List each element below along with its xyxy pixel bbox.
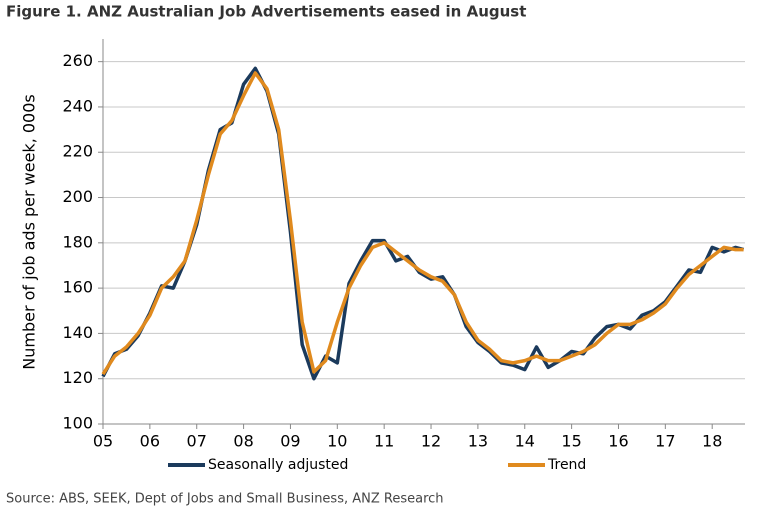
y-tick-label: 120 xyxy=(62,368,93,387)
y-tick-label: 200 xyxy=(62,187,93,206)
x-tick-label: 14 xyxy=(515,432,535,451)
x-tick-label: 08 xyxy=(233,432,253,451)
legend-label: Trend xyxy=(547,457,586,473)
y-tick-label: 240 xyxy=(62,96,93,115)
source-note: Source: ABS, SEEK, Dept of Jobs and Smal… xyxy=(6,492,444,507)
x-tick-label: 11 xyxy=(374,432,394,451)
x-tick-label: 13 xyxy=(468,432,488,451)
y-tick-label: 100 xyxy=(62,414,93,433)
y-tick-label: 160 xyxy=(62,278,93,297)
legend-label: Seasonally adjusted xyxy=(208,457,348,473)
x-tick-label: 12 xyxy=(421,432,441,451)
x-tick-label: 17 xyxy=(655,432,675,451)
y-axis-label: Number of job ads per week, 000s xyxy=(20,94,39,369)
x-tick-label: 10 xyxy=(327,432,347,451)
x-tick-label: 15 xyxy=(561,432,581,451)
chart-title: Figure 1. ANZ Australian Job Advertiseme… xyxy=(6,3,526,21)
x-tick-label: 05 xyxy=(93,432,113,451)
x-tick-label: 16 xyxy=(608,432,628,451)
x-tick-label: 09 xyxy=(280,432,300,451)
x-tick-label: 07 xyxy=(187,432,207,451)
series-line xyxy=(101,71,744,376)
y-tick-label: 260 xyxy=(62,51,93,70)
x-tick-label: 06 xyxy=(140,432,160,451)
y-tick-label: 180 xyxy=(62,232,93,251)
y-tick-label: 140 xyxy=(62,323,93,342)
x-tick-label: 18 xyxy=(702,432,722,451)
series-line xyxy=(101,66,745,381)
y-tick-label: 220 xyxy=(62,142,93,161)
